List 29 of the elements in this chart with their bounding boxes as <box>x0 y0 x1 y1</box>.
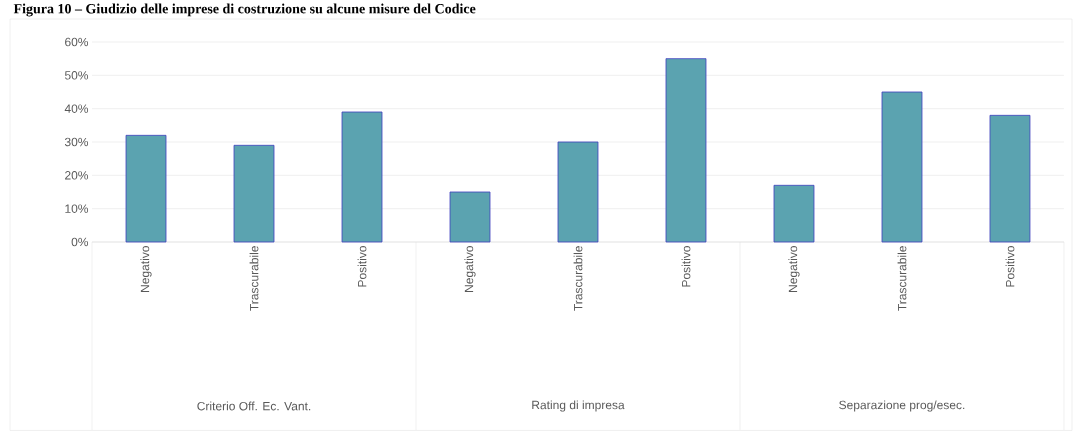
y-tick-label: 50% <box>64 71 89 80</box>
x-tick-label: Positivo <box>1005 246 1015 287</box>
x-tick-label: Positivo <box>357 246 367 287</box>
bar <box>773 184 815 243</box>
bar <box>341 111 383 243</box>
x-tick-label: Negativo <box>788 246 800 292</box>
x-tick-label: Positivo <box>681 246 691 287</box>
x-tick-label: Trascurabile <box>249 246 259 311</box>
x-tick-label: Negativo <box>140 246 152 292</box>
bar <box>665 58 707 243</box>
bar <box>557 141 599 243</box>
bar <box>233 144 275 243</box>
x-tick-label: Trascurabile <box>897 246 907 311</box>
y-tick-label: 0% <box>71 237 89 247</box>
bar <box>449 191 491 243</box>
x-tick-label: Trascurabile <box>573 246 583 311</box>
y-tick-label: 20% <box>65 171 89 180</box>
bar <box>989 114 1031 243</box>
bar <box>125 134 167 243</box>
x-tick-label: Negativo <box>464 246 476 292</box>
chart-title: Figura 10 – Giudizio delle imprese di costruzione su alcune misure del Codice <box>13 3 476 17</box>
bar <box>881 91 923 243</box>
text: Criterio Off. Ec. Vant. <box>197 401 311 411</box>
y-tick-label: 30% <box>64 137 89 147</box>
y-tick-label: 40% <box>64 104 89 113</box>
y-tick-label: 10% <box>65 204 89 213</box>
text: Separazione prog/esec. <box>839 400 965 412</box>
y-tick-label: 60% <box>65 37 89 47</box>
text: Rating di impresa <box>532 400 625 412</box>
